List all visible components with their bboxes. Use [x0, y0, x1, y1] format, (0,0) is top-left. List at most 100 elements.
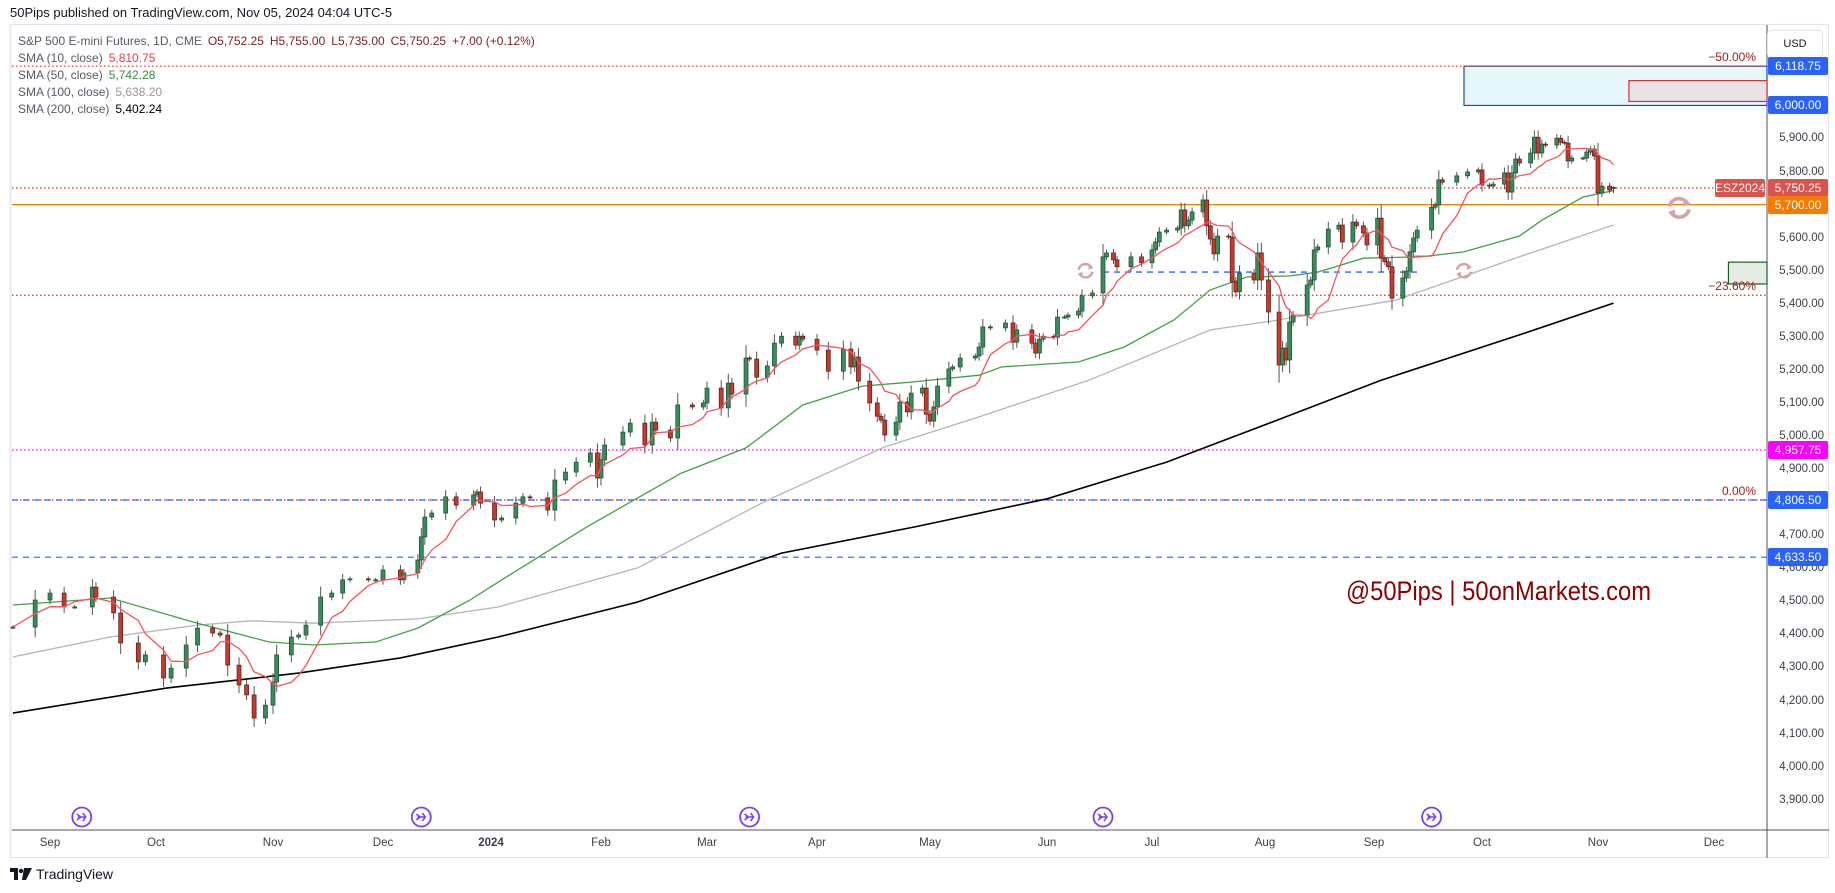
candle-body[interactable] [1128, 256, 1134, 268]
candle-body[interactable] [957, 357, 963, 368]
candle-body[interactable] [1304, 284, 1310, 316]
candle-body[interactable] [867, 380, 873, 404]
candle-body[interactable] [649, 421, 655, 446]
candle-body[interactable] [825, 349, 831, 372]
rollover-marker-icon[interactable] [1092, 806, 1114, 828]
candle-body[interactable] [552, 479, 558, 511]
candle-body[interactable] [1378, 217, 1384, 259]
candle-body[interactable] [1315, 246, 1321, 251]
candle-body[interactable] [453, 496, 459, 506]
candle-body[interactable] [1186, 219, 1191, 227]
candle-body[interactable] [347, 578, 353, 581]
candle-body[interactable] [1153, 241, 1158, 251]
candle-body[interactable] [1350, 221, 1356, 243]
candle-body[interactable] [1229, 236, 1235, 283]
rotate-icon[interactable] [1455, 262, 1473, 279]
candle-body[interactable] [718, 387, 724, 409]
candle-body[interactable] [478, 491, 483, 504]
candle-body[interactable] [10, 626, 16, 629]
candle-body[interactable] [893, 421, 899, 436]
candle-body[interactable] [668, 429, 673, 439]
candle-body[interactable] [143, 654, 148, 663]
candle-body[interactable] [161, 654, 166, 679]
candle-body[interactable] [1543, 143, 1548, 146]
candle-body[interactable] [380, 569, 386, 581]
candle-body[interactable] [729, 382, 735, 395]
candle-body[interactable] [318, 596, 324, 626]
rollover-marker-icon[interactable] [1421, 806, 1442, 828]
candle-body[interactable] [1364, 232, 1370, 246]
candle-body[interactable] [225, 634, 231, 666]
candle-body[interactable] [244, 684, 249, 696]
candle-body[interactable] [210, 627, 215, 634]
legend-symbol[interactable]: S&P 500 E-mini Futures, 1D, CME [18, 34, 202, 48]
candle-body[interactable] [1386, 261, 1391, 268]
candle-body[interactable] [935, 385, 940, 408]
candle-body[interactable] [1465, 171, 1470, 177]
candle-body[interactable] [373, 579, 379, 582]
candle-body[interactable] [1033, 342, 1039, 354]
rollover-marker-icon[interactable] [71, 806, 93, 828]
rollover-marker-icon[interactable] [739, 806, 760, 828]
candle-body[interactable] [1407, 251, 1413, 272]
candle-body[interactable] [1400, 277, 1406, 299]
rotate-icon[interactable] [1667, 196, 1691, 219]
candle-body[interactable] [653, 421, 659, 431]
candle-body[interactable] [931, 406, 937, 422]
candle-body[interactable] [1290, 314, 1296, 323]
candle-body[interactable] [263, 704, 268, 719]
candle-body[interactable] [725, 382, 731, 409]
candle-body[interactable] [183, 644, 189, 669]
candle-body[interactable] [195, 627, 200, 646]
candle-body[interactable] [772, 342, 777, 367]
candle-body[interactable] [620, 431, 626, 446]
candle-body[interactable] [61, 592, 67, 608]
rollover-marker-icon[interactable] [410, 806, 432, 828]
candle-body[interactable] [927, 413, 933, 422]
candle-body[interactable] [1561, 141, 1567, 144]
currency-button[interactable]: USD [1767, 30, 1823, 58]
candle-body[interactable] [675, 404, 681, 439]
candle-body[interactable] [1029, 329, 1035, 344]
candle-body[interactable] [296, 634, 302, 638]
candle-body[interactable] [499, 517, 504, 521]
candle-body[interactable] [1490, 183, 1496, 187]
candle-body[interactable] [747, 357, 752, 360]
candle-body[interactable] [1076, 310, 1081, 316]
candle-body[interactable] [527, 496, 533, 499]
candle-body[interactable] [236, 664, 242, 686]
candle-body[interactable] [168, 667, 174, 679]
candle-body[interactable] [1539, 143, 1545, 154]
candle-body[interactable] [1182, 209, 1188, 227]
candle-body[interactable] [1558, 137, 1563, 143]
candle-body[interactable] [1411, 237, 1416, 253]
candle-body[interactable] [1517, 158, 1522, 164]
candle-body[interactable] [1090, 292, 1095, 297]
candle-body[interactable] [418, 536, 424, 561]
candle-body[interactable] [443, 496, 449, 514]
candle-body[interactable] [754, 358, 760, 378]
candle-body[interactable] [1584, 151, 1590, 159]
candle-body[interactable] [573, 461, 579, 473]
candle-body[interactable] [72, 606, 78, 609]
candle-body[interactable] [779, 335, 784, 344]
candle-body[interactable] [1325, 228, 1331, 248]
candle-body[interactable] [1454, 175, 1460, 183]
candle-body[interactable] [340, 579, 346, 594]
candle-body[interactable] [972, 355, 978, 359]
candle-body[interactable] [513, 502, 519, 519]
candle-body[interactable] [1079, 295, 1085, 312]
candle-body[interactable] [47, 592, 53, 601]
candle-body[interactable] [429, 512, 435, 518]
candle-body[interactable] [796, 335, 802, 346]
rotate-icon[interactable] [1077, 262, 1094, 279]
candle-body[interactable] [1149, 249, 1155, 264]
zone-box[interactable] [1727, 261, 1768, 285]
candle-body[interactable] [1139, 256, 1144, 264]
candle-body[interactable] [303, 624, 309, 636]
candle-body[interactable] [1266, 279, 1271, 313]
candle-body[interactable] [422, 516, 428, 538]
candle-body[interactable] [217, 632, 223, 636]
candle-body[interactable] [1513, 158, 1519, 174]
